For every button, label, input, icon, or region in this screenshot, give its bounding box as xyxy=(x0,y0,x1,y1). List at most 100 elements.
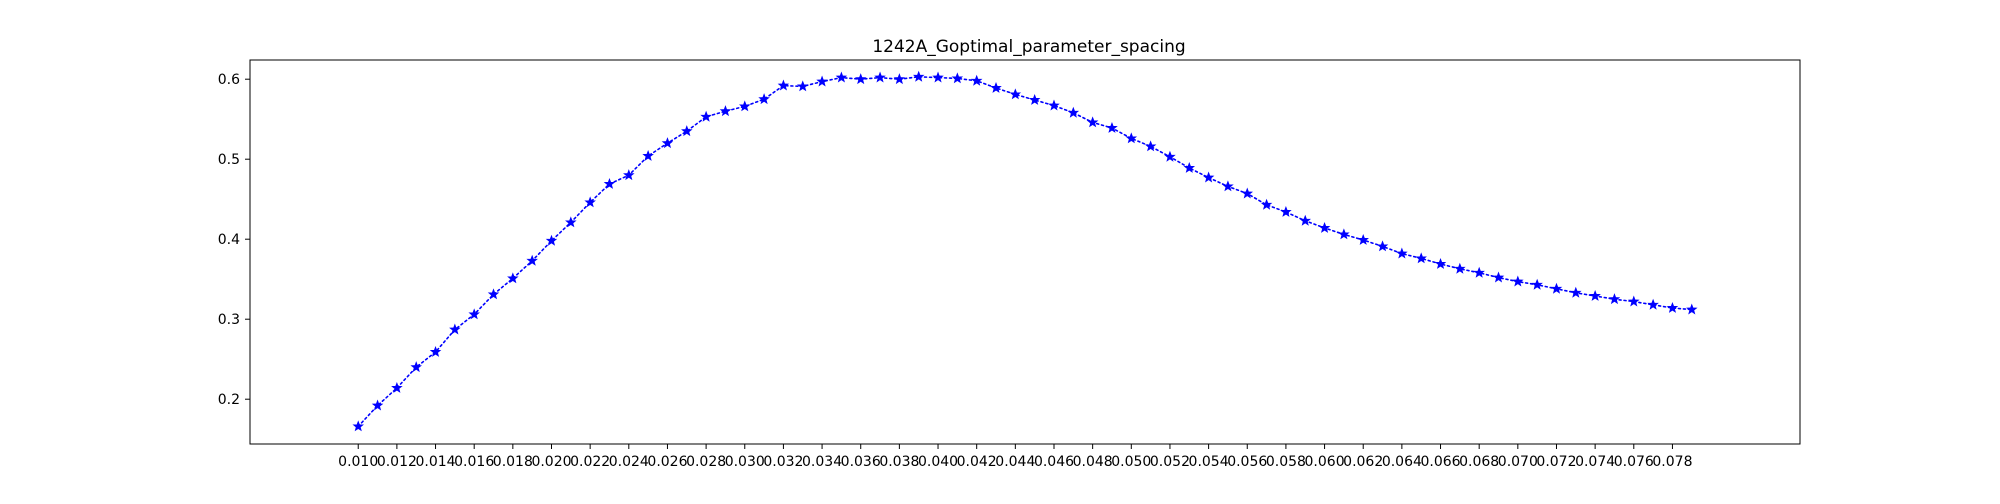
x-tick-label: 0.056 xyxy=(1227,454,1267,470)
data-point-star-marker xyxy=(565,216,577,228)
x-tick-label: 0.022 xyxy=(570,454,610,470)
data-point-star-marker xyxy=(391,381,403,393)
x-tick-label: 0.044 xyxy=(995,454,1035,470)
data-point-star-marker xyxy=(1589,289,1601,301)
data-point-star-marker xyxy=(410,361,422,373)
data-point-star-marker xyxy=(1666,301,1679,313)
data-point-star-marker xyxy=(854,73,867,85)
data-point-star-marker xyxy=(1376,240,1389,252)
data-point-star-marker xyxy=(893,73,906,85)
x-tick-label: 0.070 xyxy=(1498,454,1538,470)
x-tick-label: 0.062 xyxy=(1343,454,1383,470)
chart-title: 1242A_Goptimal_parameter_spacing xyxy=(872,37,1185,57)
x-tick-label: 0.010 xyxy=(338,454,378,470)
data-point-star-marker xyxy=(1067,106,1080,118)
data-point-star-marker xyxy=(603,177,616,189)
data-point-star-marker xyxy=(487,288,500,300)
x-tick-label: 0.068 xyxy=(1459,454,1499,470)
data-point-star-marker xyxy=(835,71,848,83)
x-tick-label: 0.038 xyxy=(879,454,919,470)
data-point-star-marker xyxy=(1241,187,1254,199)
x-axis: 0.0100.0120.0140.0160.0180.0200.0220.024… xyxy=(338,444,1692,470)
data-point-star-marker xyxy=(642,149,654,161)
data-point-star-marker xyxy=(1415,252,1427,264)
data-point-star-marker xyxy=(1125,132,1138,144)
data-point-star-marker xyxy=(545,234,558,246)
data-point-star-marker xyxy=(661,137,674,149)
data-point-star-marker xyxy=(796,80,809,92)
x-tick-label: 0.050 xyxy=(1111,454,1151,470)
x-tick-label: 0.026 xyxy=(647,454,687,470)
x-tick-label: 0.054 xyxy=(1189,454,1229,470)
data-point-star-marker xyxy=(1492,271,1505,283)
data-point-star-marker xyxy=(584,196,596,208)
data-point-star-marker xyxy=(1396,247,1408,259)
x-tick-label: 0.040 xyxy=(918,454,958,470)
data-point-star-marker xyxy=(623,169,635,181)
x-tick-label: 0.048 xyxy=(1073,454,1113,470)
y-tick-label: 0.3 xyxy=(218,312,240,328)
data-point-star-marker xyxy=(1260,198,1273,210)
data-point-star-marker xyxy=(1531,278,1543,290)
data-point-star-marker xyxy=(371,399,384,411)
data-point-star-marker xyxy=(526,254,538,266)
x-tick-label: 0.024 xyxy=(609,454,649,470)
data-point-star-marker xyxy=(681,125,693,137)
x-tick-label: 0.060 xyxy=(1305,454,1345,470)
data-point-star-marker xyxy=(1164,150,1176,162)
x-tick-label: 0.028 xyxy=(686,454,726,470)
x-tick-label: 0.072 xyxy=(1536,454,1576,470)
x-tick-label: 0.046 xyxy=(1034,454,1074,470)
x-tick-label: 0.018 xyxy=(493,454,533,470)
data-point-star-marker xyxy=(1202,171,1215,183)
x-tick-label: 0.064 xyxy=(1382,454,1422,470)
data-point-star-marker xyxy=(429,345,442,357)
data-point-star-marker xyxy=(739,100,751,112)
x-tick-label: 0.058 xyxy=(1266,454,1306,470)
data-point-star-marker xyxy=(1048,99,1060,111)
data-point-star-marker xyxy=(1473,266,1485,278)
data-point-star-marker xyxy=(1686,303,1698,315)
series-line xyxy=(357,75,1693,428)
data-point-star-marker xyxy=(1608,293,1621,305)
data-point-star-marker xyxy=(468,308,480,320)
data-point-star-marker xyxy=(1338,228,1350,240)
x-tick-label: 0.032 xyxy=(763,454,803,470)
data-point-star-marker xyxy=(1086,116,1099,128)
y-tick-label: 0.4 xyxy=(218,232,240,248)
data-point-star-marker xyxy=(1106,121,1118,133)
y-axis: 0.2 0.3 0.4 0.5 0.6 xyxy=(218,72,250,408)
data-point-star-marker xyxy=(758,93,770,105)
data-point-star-marker xyxy=(1512,275,1524,287)
data-point-star-marker xyxy=(1628,295,1640,307)
x-tick-label: 0.020 xyxy=(531,454,571,470)
data-point-star-marker xyxy=(970,74,983,86)
data-point-star-marker xyxy=(1570,286,1582,298)
data-point-star-marker xyxy=(912,70,925,82)
axes-frame xyxy=(249,59,1801,445)
data-point-star-marker xyxy=(1009,88,1022,100)
x-tick-label: 0.052 xyxy=(1150,454,1190,470)
data-point-star-marker xyxy=(1647,298,1659,310)
y-tick-label: 0.5 xyxy=(218,152,240,168)
data-point-star-marker xyxy=(1318,221,1331,233)
plot-area xyxy=(352,70,1698,432)
x-tick-label: 0.034 xyxy=(802,454,842,470)
data-point-star-marker xyxy=(1550,282,1563,294)
x-tick-label: 0.074 xyxy=(1575,454,1615,470)
y-tick-label: 0.6 xyxy=(218,72,240,88)
data-point-star-marker xyxy=(1280,205,1292,217)
data-point-star-marker xyxy=(932,71,944,83)
data-point-star-marker xyxy=(449,323,461,335)
data-point-star-marker xyxy=(1183,161,1196,173)
x-tick-label: 0.042 xyxy=(957,454,997,470)
x-tick-label: 0.016 xyxy=(454,454,494,470)
data-point-star-marker xyxy=(951,72,964,84)
data-point-star-marker xyxy=(874,71,886,83)
data-point-star-marker xyxy=(507,272,519,284)
x-tick-label: 0.078 xyxy=(1652,454,1692,470)
data-point-star-marker xyxy=(719,105,732,117)
data-point-star-marker xyxy=(1028,93,1041,105)
